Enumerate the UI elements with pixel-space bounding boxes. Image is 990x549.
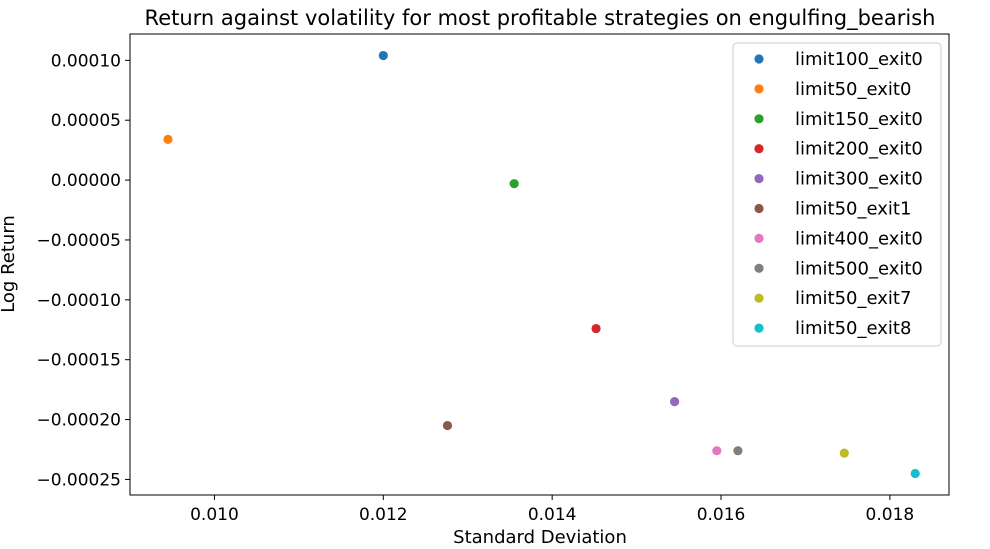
legend-marker-limit500_exit0 xyxy=(754,263,764,273)
legend: limit100_exit0 limit50_exit0 limit150_exit… xyxy=(732,42,942,347)
axis-ticks: 0.010 0.012 0.014 0.016 0.018 0.00010 0.00005 0… xyxy=(36,51,914,525)
legend-marker-limit50_exit0 xyxy=(754,84,764,94)
legend-entry-label: limit50_exit0 xyxy=(795,79,911,100)
y-tick-label: −0.00010 xyxy=(36,291,121,311)
legend-marker-limit100_exit0 xyxy=(754,54,764,64)
legend-entry-label: limit50_exit1 xyxy=(795,199,911,220)
x-tick-label: 0.010 xyxy=(190,505,239,525)
legend-marker-limit50_exit8 xyxy=(754,323,764,333)
legend-marker-limit150_exit0 xyxy=(754,114,764,124)
legend-entry-label: limit100_exit0 xyxy=(795,49,923,70)
point-limit400_exit0 xyxy=(712,446,722,456)
y-tick-label: −0.00025 xyxy=(36,470,121,490)
x-axis-label: Standard Deviation xyxy=(453,527,627,548)
x-tick-label: 0.014 xyxy=(528,505,577,525)
legend-marker-limit50_exit7 xyxy=(754,293,764,303)
x-tick-label: 0.012 xyxy=(359,505,408,525)
point-limit50_exit7 xyxy=(839,448,849,458)
y-axis-label: Log Return xyxy=(0,215,19,313)
x-tick-label: 0.016 xyxy=(697,505,746,525)
x-tick-label: 0.018 xyxy=(866,505,915,525)
legend-entry-label: limit200_exit0 xyxy=(795,139,923,160)
legend-marker-limit200_exit0 xyxy=(754,144,764,154)
legend-entry-label: limit300_exit0 xyxy=(795,169,923,190)
y-tick-label: −0.00005 xyxy=(36,231,121,251)
y-tick-label: −0.00020 xyxy=(36,411,121,431)
legend-marker-limit400_exit0 xyxy=(754,233,764,243)
point-limit300_exit0 xyxy=(669,397,680,407)
legend-entry-label: limit150_exit0 xyxy=(795,109,923,130)
legend-entry-label: limit400_exit0 xyxy=(795,228,923,249)
legend-entry-label: limit50_exit8 xyxy=(795,318,911,339)
legend-entry-label: limit500_exit0 xyxy=(795,258,923,279)
y-tick-label: 0.00000 xyxy=(51,171,121,191)
point-limit50_exit1 xyxy=(442,420,453,431)
y-tick-label: 0.00010 xyxy=(51,51,121,71)
data-points xyxy=(163,50,920,479)
point-limit150_exit0 xyxy=(509,179,519,189)
point-limit200_exit0 xyxy=(591,323,601,334)
point-limit50_exit8 xyxy=(910,468,920,479)
y-tick-label: −0.00015 xyxy=(36,351,121,371)
plot-frame xyxy=(129,33,950,496)
y-tick-label: 0.00005 xyxy=(51,111,121,131)
point-limit100_exit0 xyxy=(378,50,388,61)
point-limit500_exit0 xyxy=(733,446,743,456)
legend-marker-limit300_exit0 xyxy=(754,174,764,184)
legend-marker-limit50_exit1 xyxy=(754,203,764,214)
legend-entry-label: limit50_exit7 xyxy=(795,288,911,309)
chart-title: Return against volatility for most profi… xyxy=(145,6,936,31)
point-limit50_exit0 xyxy=(163,134,173,144)
legend-box xyxy=(732,42,942,347)
